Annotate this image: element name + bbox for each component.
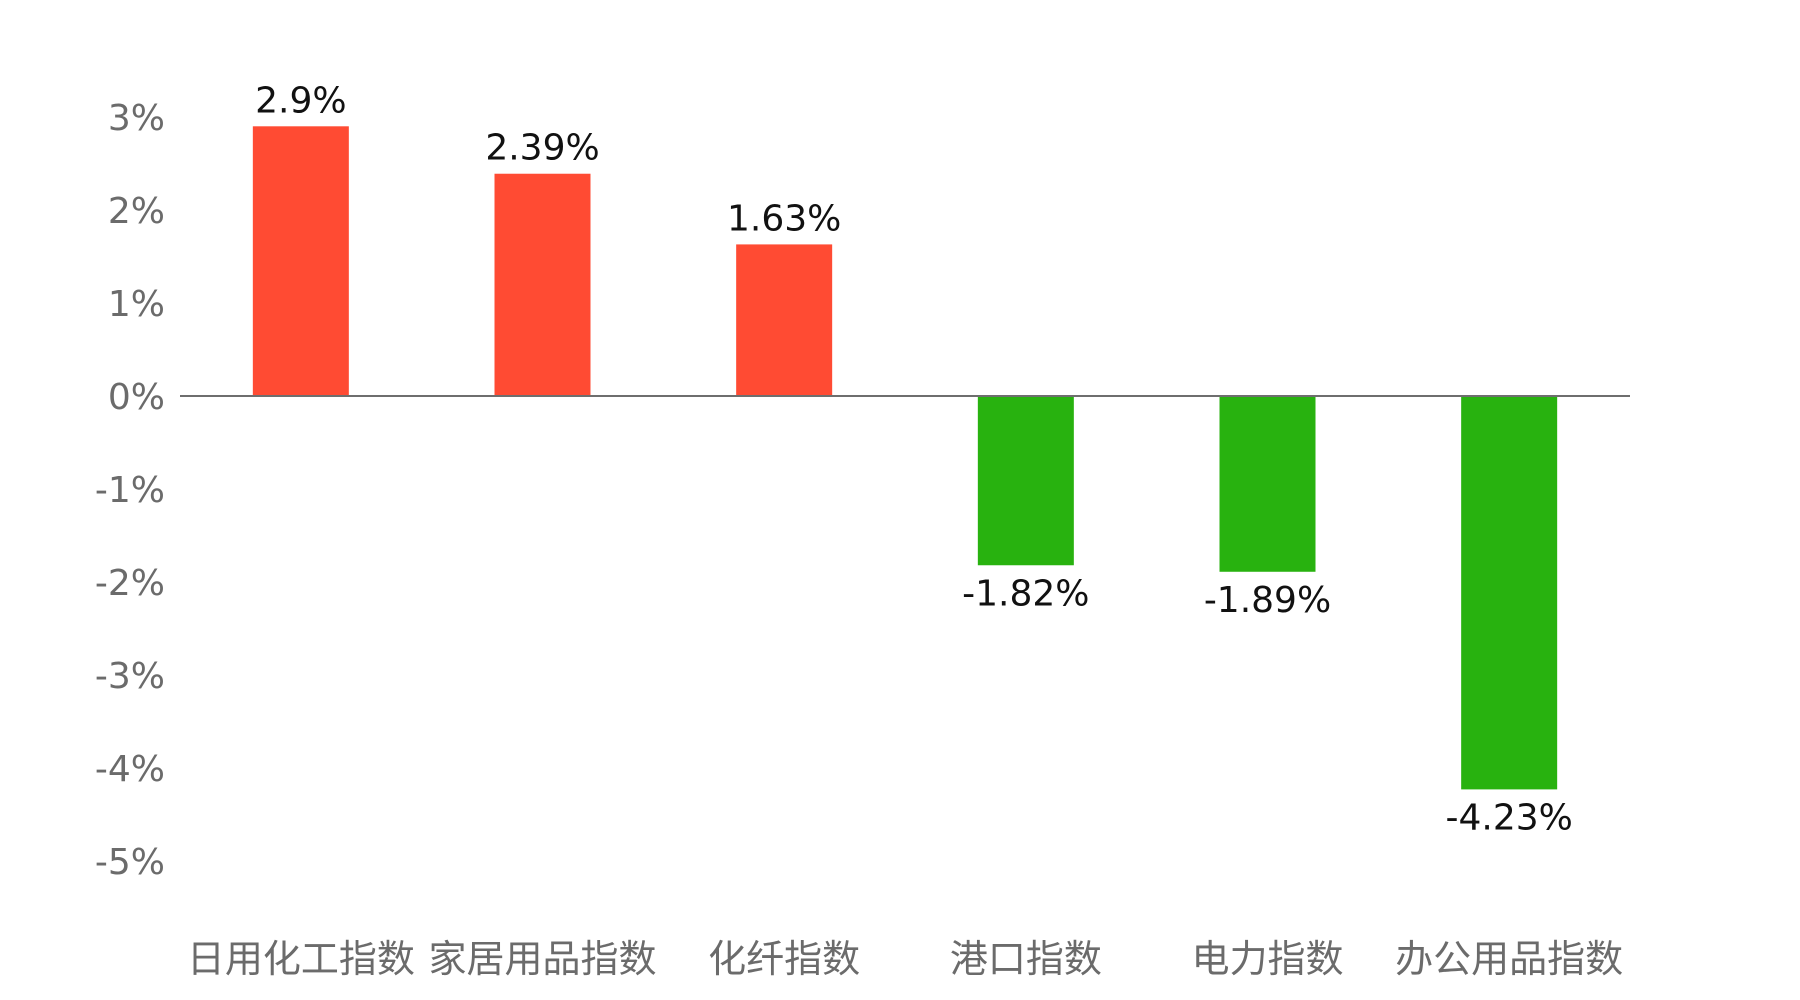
y-tick-label: 2% — [108, 191, 165, 232]
x-axis: 日用化工指数 家居用品指数 化纤指数 港口指数 电力指数 办公用品指数 — [187, 937, 1623, 981]
y-tick-label: -1% — [95, 470, 165, 511]
data-label: -1.82% — [962, 573, 1089, 614]
data-label: 2.39% — [485, 128, 599, 169]
y-tick-label: -3% — [95, 656, 165, 697]
data-label: -4.23% — [1445, 797, 1572, 838]
y-tick-label: 0% — [108, 377, 165, 418]
data-label: -1.89% — [1204, 580, 1331, 621]
bars — [252, 126, 1558, 790]
bar — [977, 396, 1074, 566]
x-category-label: 电力指数 — [1191, 937, 1343, 981]
bar — [1461, 396, 1558, 790]
y-axis: 3% 2% 1% 0% -1% -2% -3% -4% -5% — [95, 98, 165, 883]
bar — [252, 126, 349, 397]
y-tick-label: -2% — [95, 563, 165, 604]
bar — [736, 244, 833, 396]
y-tick-label: 3% — [108, 98, 165, 139]
data-label: 1.63% — [727, 198, 841, 239]
bar — [494, 173, 591, 396]
y-tick-label: 1% — [108, 284, 165, 325]
y-tick-label: -4% — [95, 749, 165, 790]
x-category-label: 家居用品指数 — [428, 937, 656, 981]
x-category-label: 日用化工指数 — [187, 937, 415, 981]
y-tick-label: -5% — [95, 842, 165, 883]
x-category-label: 港口指数 — [950, 937, 1102, 981]
data-label: 2.9% — [255, 80, 346, 121]
x-category-label: 化纤指数 — [708, 937, 860, 981]
x-category-label: 办公用品指数 — [1395, 937, 1623, 981]
bar — [1219, 396, 1316, 572]
data-labels: 2.9% 2.39% 1.63% -1.82% -1.89% -4.23% — [255, 80, 1573, 838]
